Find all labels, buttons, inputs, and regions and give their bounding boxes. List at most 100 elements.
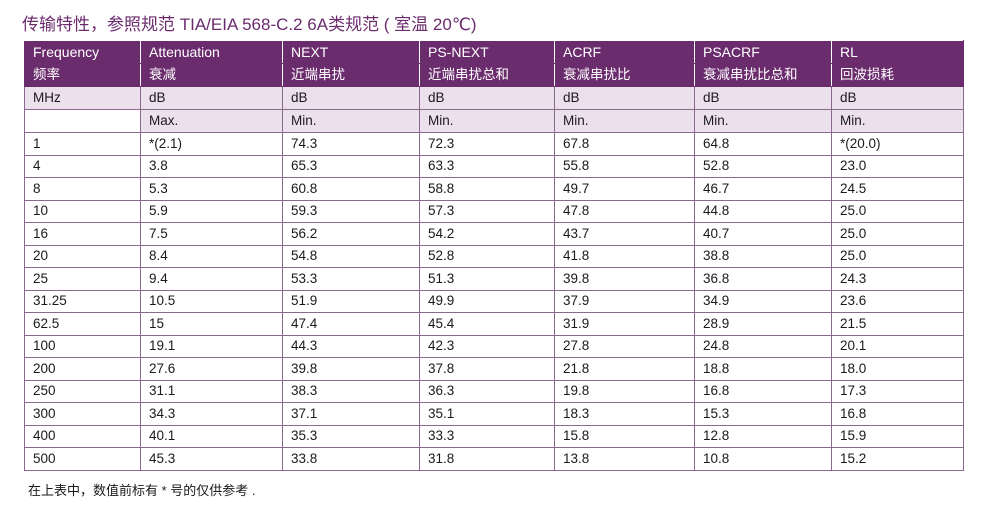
- cell-frequency: 10: [24, 199, 141, 223]
- header-psacrf-cn: 衰减串扰比总和: [694, 63, 832, 87]
- cell-psacrf: 38.8: [694, 244, 832, 268]
- header-frequency-cn: 频率: [24, 63, 141, 87]
- limit-rl: Min.: [831, 109, 964, 133]
- unit-row: MHz dB dB dB dB dB dB: [24, 86, 964, 110]
- cell-next: 44.3: [282, 334, 420, 358]
- table-row: 400 40.1 35.3 33.3 15.8 12.8 15.9: [24, 424, 964, 448]
- cell-acrf: 49.7: [554, 177, 695, 201]
- cell-frequency: 400: [24, 424, 141, 448]
- cell-psacrf: 10.8: [694, 447, 832, 471]
- cell-psacrf: 46.7: [694, 177, 832, 201]
- cell-rl: 24.5: [831, 177, 964, 201]
- table-row: 31.25 10.5 51.9 49.9 37.9 34.9 23.6: [24, 289, 964, 313]
- cell-next: 54.8: [282, 244, 420, 268]
- header-row-english: Frequency Attenuation NEXT PS-NEXT ACRF …: [24, 40, 964, 64]
- header-next-en: NEXT: [282, 40, 420, 64]
- cell-frequency: 500: [24, 447, 141, 471]
- cell-acrf: 47.8: [554, 199, 695, 223]
- header-rl-en: RL: [831, 40, 964, 64]
- limit-psacrf: Min.: [694, 109, 832, 133]
- cell-attenuation: 7.5: [140, 222, 283, 246]
- cell-acrf: 39.8: [554, 267, 695, 291]
- cell-next: 51.9: [282, 289, 420, 313]
- table-row: 250 31.1 38.3 36.3 19.8 16.8 17.3: [24, 379, 964, 403]
- cell-psnext: 37.8: [419, 357, 555, 381]
- cell-attenuation: 45.3: [140, 447, 283, 471]
- header-acrf-cn: 衰减串扰比: [554, 63, 695, 87]
- cell-rl: 25.0: [831, 199, 964, 223]
- unit-rl: dB: [831, 86, 964, 110]
- cell-psacrf: 28.9: [694, 312, 832, 336]
- cell-psacrf: 40.7: [694, 222, 832, 246]
- cell-next: 37.1: [282, 402, 420, 426]
- page-title: 传输特性，参照规范 TIA/EIA 568-C.2 6A类规范 ( 室温 20℃…: [22, 15, 477, 34]
- cell-rl: 25.0: [831, 244, 964, 268]
- limit-next: Min.: [282, 109, 420, 133]
- cell-acrf: 27.8: [554, 334, 695, 358]
- cell-attenuation: 8.4: [140, 244, 283, 268]
- cell-psacrf: 24.8: [694, 334, 832, 358]
- unit-psnext: dB: [419, 86, 555, 110]
- cell-next: 74.3: [282, 132, 420, 156]
- table-body: Frequency Attenuation NEXT PS-NEXT ACRF …: [24, 40, 964, 471]
- cell-acrf: 13.8: [554, 447, 695, 471]
- cell-psnext: 58.8: [419, 177, 555, 201]
- cell-psacrf: 18.8: [694, 357, 832, 381]
- cell-acrf: 18.3: [554, 402, 695, 426]
- table-row: 8 5.3 60.8 58.8 49.7 46.7 24.5: [24, 177, 964, 201]
- cell-attenuation: 5.3: [140, 177, 283, 201]
- cell-next: 47.4: [282, 312, 420, 336]
- cell-next: 33.8: [282, 447, 420, 471]
- cell-rl: *(20.0): [831, 132, 964, 156]
- limit-row: Max. Min. Min. Min. Min. Min.: [24, 109, 964, 133]
- cell-next: 59.3: [282, 199, 420, 223]
- cell-psnext: 49.9: [419, 289, 555, 313]
- cell-acrf: 21.8: [554, 357, 695, 381]
- cell-psnext: 63.3: [419, 154, 555, 178]
- table-row: 20 8.4 54.8 52.8 41.8 38.8 25.0: [24, 244, 964, 268]
- cell-frequency: 31.25: [24, 289, 141, 313]
- cell-rl: 18.0: [831, 357, 964, 381]
- cell-rl: 23.6: [831, 289, 964, 313]
- cell-psacrf: 12.8: [694, 424, 832, 448]
- cell-next: 56.2: [282, 222, 420, 246]
- cell-psnext: 52.8: [419, 244, 555, 268]
- cell-psnext: 35.1: [419, 402, 555, 426]
- cell-frequency: 200: [24, 357, 141, 381]
- cell-acrf: 41.8: [554, 244, 695, 268]
- cell-frequency: 16: [24, 222, 141, 246]
- cell-next: 60.8: [282, 177, 420, 201]
- cell-next: 35.3: [282, 424, 420, 448]
- cell-psnext: 45.4: [419, 312, 555, 336]
- cell-psnext: 31.8: [419, 447, 555, 471]
- cell-psnext: 54.2: [419, 222, 555, 246]
- table-row: 10 5.9 59.3 57.3 47.8 44.8 25.0: [24, 199, 964, 223]
- cell-psacrf: 64.8: [694, 132, 832, 156]
- cell-attenuation: *(2.1): [140, 132, 283, 156]
- cell-frequency: 250: [24, 379, 141, 403]
- cell-frequency: 8: [24, 177, 141, 201]
- header-psnext-cn: 近端串扰总和: [419, 63, 555, 87]
- header-psnext-en: PS-NEXT: [419, 40, 555, 64]
- cell-attenuation: 40.1: [140, 424, 283, 448]
- table-row: 4 3.8 65.3 63.3 55.8 52.8 23.0: [24, 154, 964, 178]
- header-attenuation-en: Attenuation: [140, 40, 283, 64]
- cell-psnext: 57.3: [419, 199, 555, 223]
- cell-frequency: 300: [24, 402, 141, 426]
- header-next-cn: 近端串扰: [282, 63, 420, 87]
- limit-acrf: Min.: [554, 109, 695, 133]
- header-rl-cn: 回波损耗: [831, 63, 964, 87]
- cell-frequency: 20: [24, 244, 141, 268]
- table-row: 200 27.6 39.8 37.8 21.8 18.8 18.0: [24, 357, 964, 381]
- cell-frequency: 4: [24, 154, 141, 178]
- cell-next: 38.3: [282, 379, 420, 403]
- cell-acrf: 31.9: [554, 312, 695, 336]
- cell-attenuation: 27.6: [140, 357, 283, 381]
- table-row: 1 *(2.1) 74.3 72.3 67.8 64.8 *(20.0): [24, 132, 964, 156]
- cell-attenuation: 19.1: [140, 334, 283, 358]
- cell-rl: 21.5: [831, 312, 964, 336]
- cell-rl: 16.8: [831, 402, 964, 426]
- cell-psnext: 42.3: [419, 334, 555, 358]
- cell-rl: 15.2: [831, 447, 964, 471]
- footnote: 在上表中，数值前标有 * 号的仅供参考 .: [28, 483, 256, 498]
